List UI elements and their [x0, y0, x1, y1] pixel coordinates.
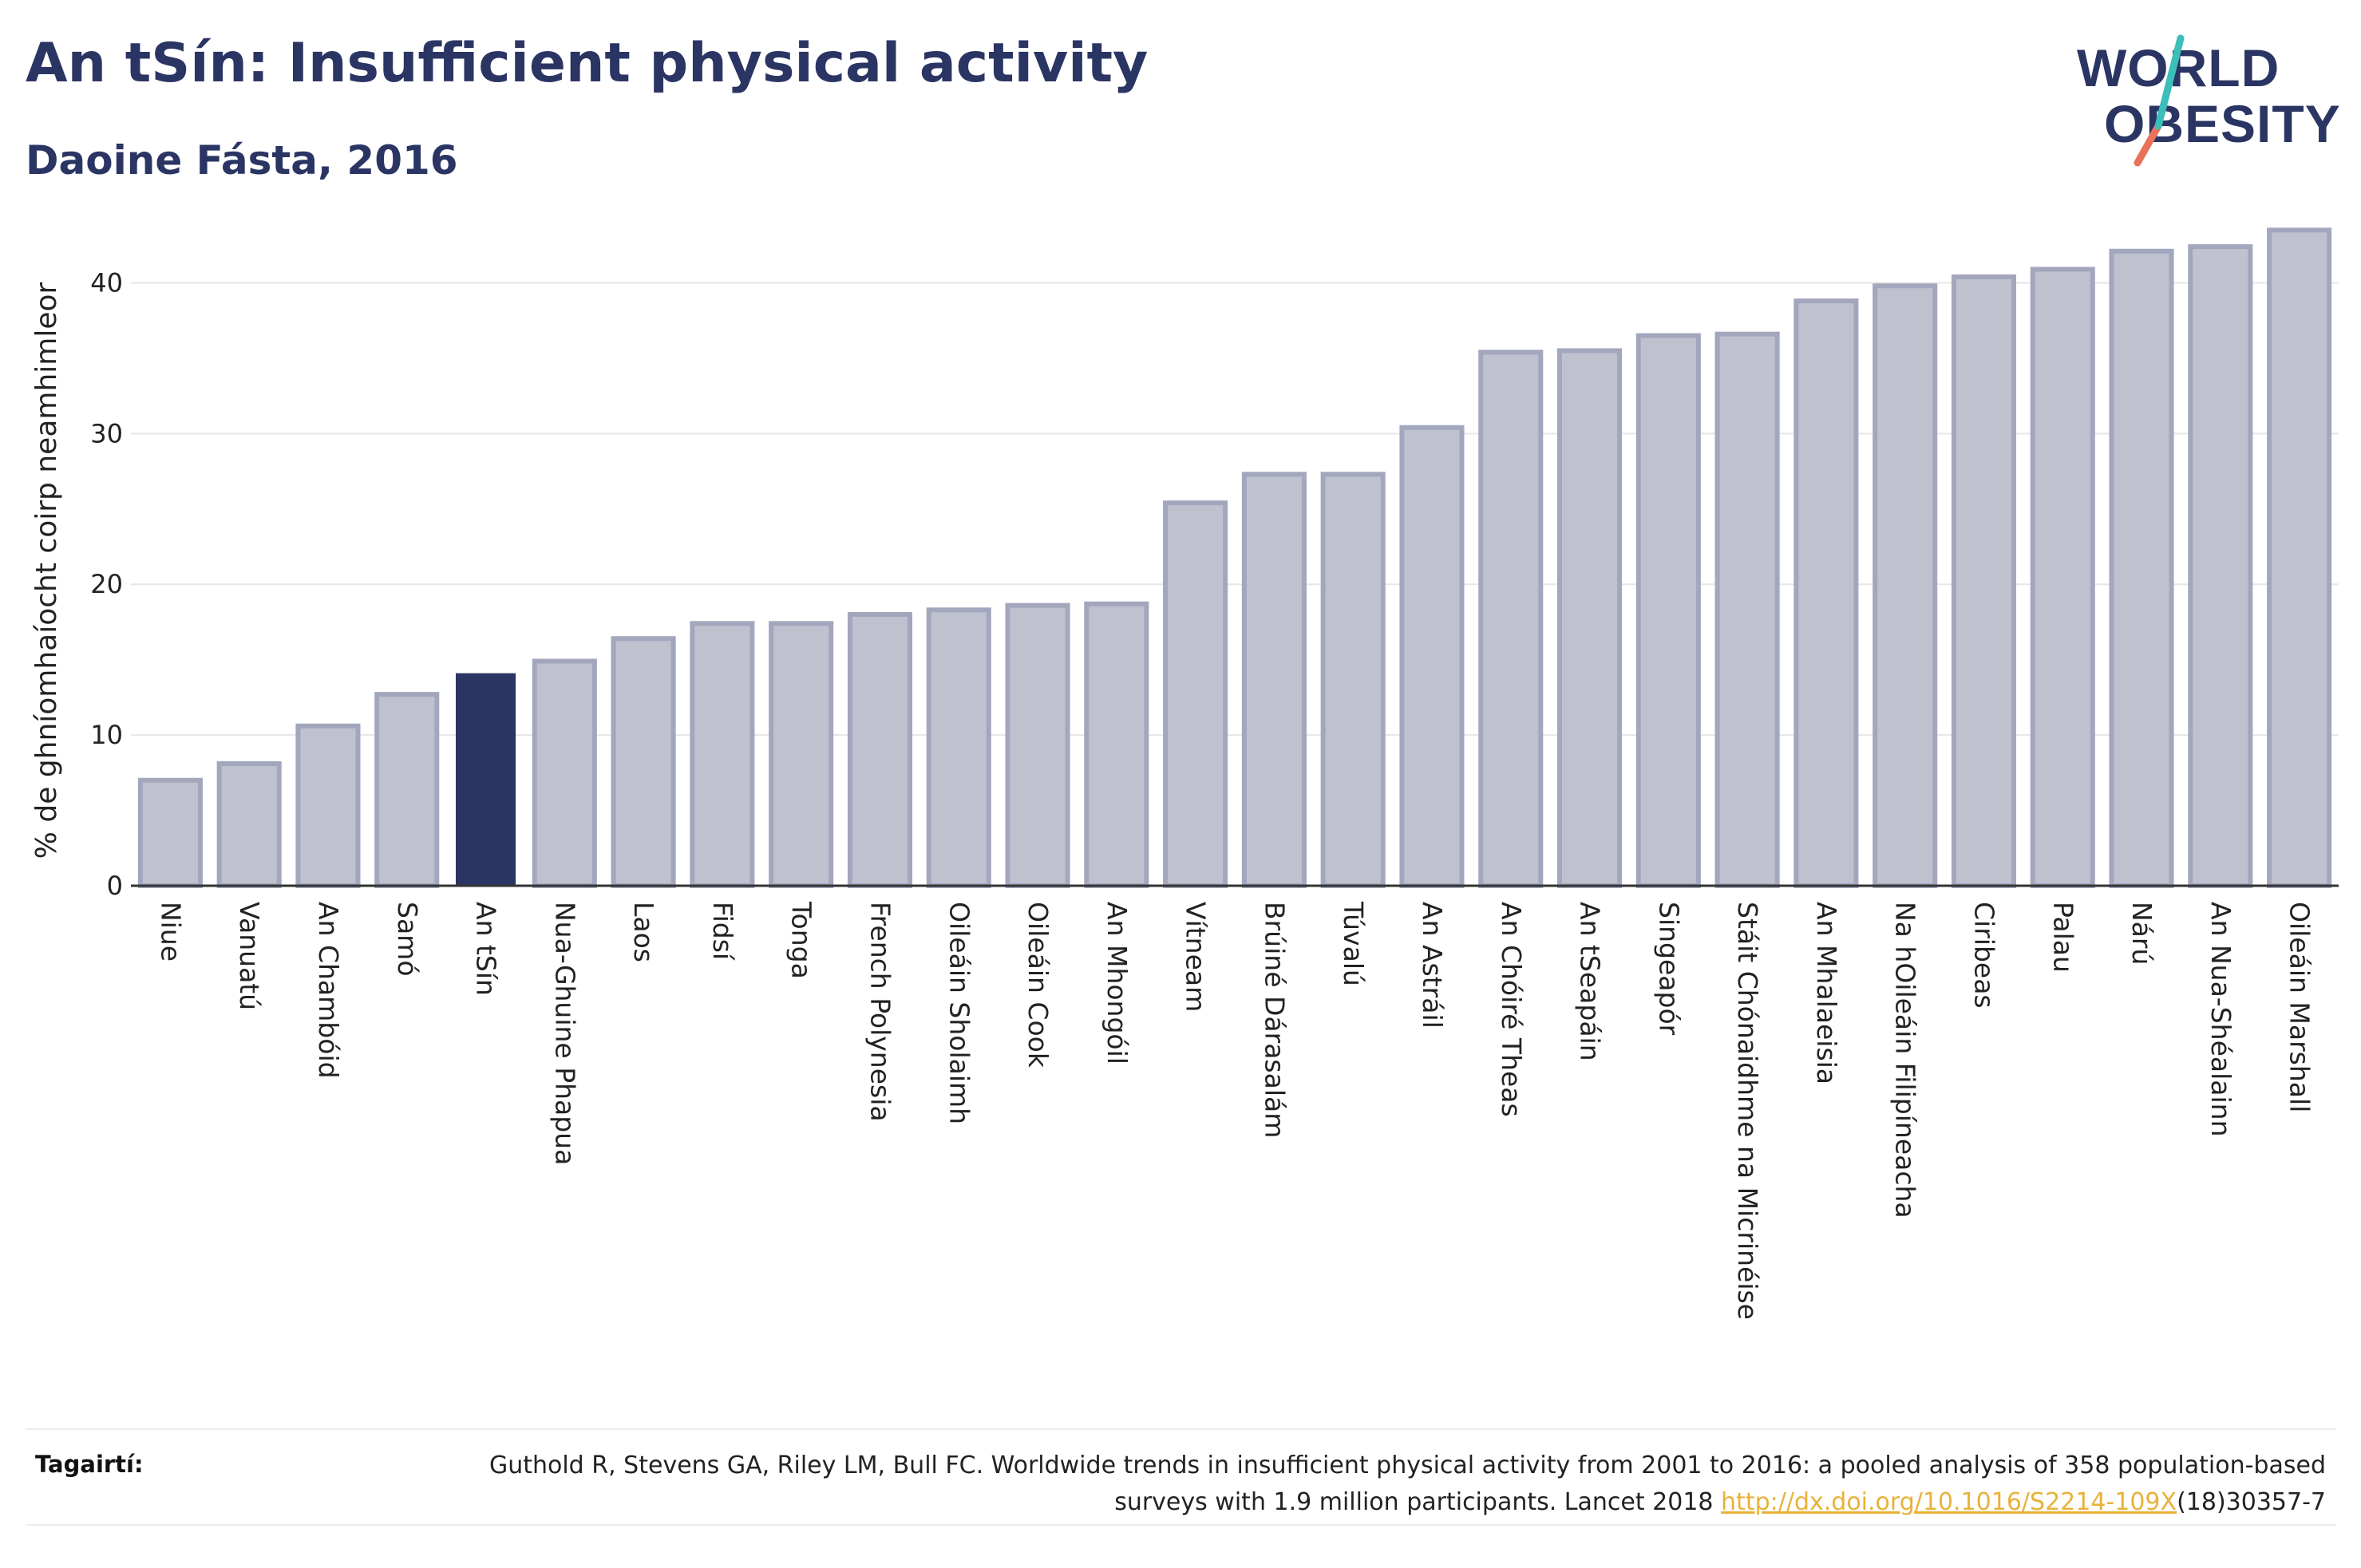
x-tick-label: Samó: [392, 902, 423, 977]
bar-16: [1399, 425, 1465, 888]
bar-1: [216, 761, 282, 888]
bar-5: [532, 658, 597, 888]
chart-subtitle: Daoine Fásta, 2016: [26, 137, 458, 184]
world-obesity-logo: WORLD OBESITY: [2075, 32, 2347, 168]
bar-19: [1635, 333, 1701, 888]
references-doi-link[interactable]: http://dx.doi.org/10.1016/S2214-109X: [1721, 1488, 2177, 1516]
bar-7: [690, 621, 755, 888]
bar-15: [1320, 472, 1386, 888]
logo-line2: OBESITY: [2104, 94, 2341, 153]
x-tick-label: Túvalú: [1338, 901, 1369, 986]
bar-6: [611, 636, 676, 888]
footer-divider-bottom: [26, 1524, 2335, 1526]
bar-23: [1951, 274, 2017, 888]
y-tick-label: 30: [90, 418, 123, 448]
bar-14: [1241, 472, 1307, 888]
bar-21: [1793, 298, 1859, 889]
x-tick-label: Na hOileáin Filipíneacha: [1890, 902, 1921, 1218]
x-tick-label: An Chóiré Theas: [1496, 902, 1527, 1117]
x-tick-label: Nua-Ghuine Phapua: [549, 902, 580, 1165]
bar-24: [2030, 267, 2095, 888]
references-citation: Guthold R, Stevens GA, Riley LM, Bull FC…: [488, 1451, 2326, 1516]
x-tick-label: An Chambóid: [313, 902, 344, 1079]
x-tick-label: Niue: [155, 902, 186, 962]
references-label: Tagairtí:: [35, 1451, 144, 1478]
x-tick-label: Oileáin Sholaimh: [943, 902, 975, 1124]
x-tick-label: Brúiné Dárasalám: [1259, 902, 1290, 1138]
bar-4: [455, 673, 516, 886]
y-axis-label: % de ghníomhaíocht coirp neamhimleor: [30, 282, 63, 859]
x-tick-label: Oileáin Cook: [1022, 902, 1054, 1068]
x-tick-label: Fidsí: [707, 902, 738, 962]
logo-slash-teal-icon: [2154, 34, 2185, 130]
chart-title: An tSín: Insufficient physical activity: [26, 32, 1149, 95]
x-tick-label: An Astráil: [1417, 902, 1448, 1029]
x-tick-label: Ciribeas: [1968, 902, 1999, 1009]
references-citation-suffix: (18)30357-7: [2177, 1488, 2326, 1516]
x-tick-label: Tonga: [786, 901, 817, 979]
x-tick-label: Oileáin Marshall: [2284, 902, 2316, 1112]
x-tick-label: An tSeapáin: [1575, 902, 1606, 1061]
bar-26: [2188, 244, 2253, 889]
bar-12: [1084, 601, 1149, 888]
y-tick-label: 40: [90, 267, 123, 298]
bar-8: [769, 621, 834, 888]
x-tick-label: An Nua-Shéalainn: [2205, 902, 2236, 1137]
bar-25: [2109, 248, 2174, 888]
y-tick-label: 0: [107, 871, 123, 901]
bar-20: [1714, 331, 1780, 888]
bar-2: [295, 723, 361, 888]
x-tick-label: Vítneam: [1180, 902, 1212, 1012]
x-tick-label: Vanuatú: [234, 902, 265, 1010]
bar-9: [847, 612, 913, 888]
bar-13: [1163, 500, 1228, 888]
x-tick-label: Singeapór: [1653, 902, 1684, 1036]
logo-slash-coral-icon: [2134, 122, 2162, 167]
bar-3: [374, 692, 440, 888]
bar-10: [926, 607, 991, 888]
x-tick-label: French Polynesia: [864, 902, 896, 1122]
x-tick-label: An Mhalaeisia: [1811, 902, 1842, 1084]
x-tick-label: An tSín: [471, 902, 502, 996]
x-tick-label: Stáit Chónaidhme na Micrinéise: [1732, 902, 1763, 1320]
bar-27: [2267, 227, 2332, 889]
bar-0: [137, 777, 203, 888]
bar-11: [1005, 602, 1070, 889]
y-tick-label: 20: [90, 569, 123, 599]
y-tick-label: 10: [90, 720, 123, 750]
bar-18: [1556, 348, 1623, 888]
references-text: Guthold R, Stevens GA, Riley LM, Bull FC…: [410, 1448, 2326, 1521]
bar-17: [1478, 350, 1544, 889]
bar-22: [1873, 283, 1938, 888]
x-tick-label: An Mhongóil: [1101, 902, 1133, 1064]
x-tick-label: Nárú: [2126, 902, 2157, 965]
x-tick-label: Palau: [2047, 902, 2078, 973]
footer-divider-top: [26, 1428, 2335, 1430]
x-tick-label: Laos: [628, 902, 659, 962]
